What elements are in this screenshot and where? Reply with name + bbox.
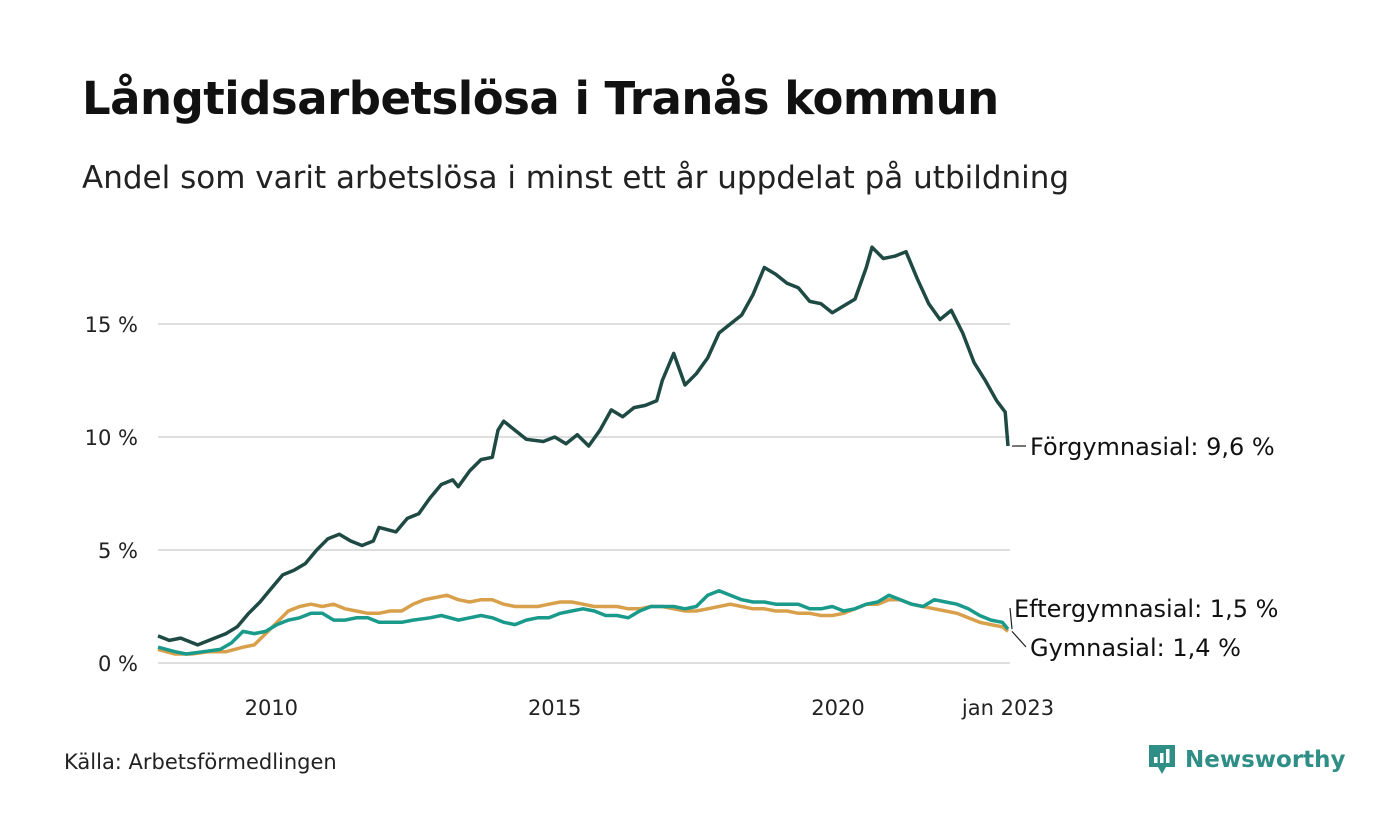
y-tick-label: 10 % (85, 426, 138, 450)
y-axis-ticks: 0 % 5 % 10 % 15 % (85, 313, 138, 676)
x-tick-label: jan 2023 (961, 696, 1054, 720)
series-line-förgymnasial (157, 245, 1010, 647)
series-end-labels: Förgymnasial: 9,6 % Eftergymnasial: 1,5 %… (1009, 433, 1278, 662)
chart-title: Långtidsarbetslösa i Tranås kommun (82, 72, 999, 125)
x-tick-label: 2010 (245, 696, 298, 720)
leader-line (1009, 607, 1013, 630)
x-tick-label: 2015 (528, 696, 581, 720)
x-axis-ticks: 2010 2015 2020 jan 2023 (245, 696, 1054, 720)
series-line-gymnasial (157, 593, 1010, 656)
x-tick-label: 2020 (811, 696, 864, 720)
series-line-eftergymnasial (157, 588, 1010, 656)
y-tick-label: 5 % (98, 539, 138, 563)
brand-name: Newsworthy (1185, 747, 1346, 773)
end-label-eftergymnasial: Eftergymnasial: 1,5 % (1014, 595, 1278, 623)
leader-line (1011, 630, 1027, 648)
chart-subtitle: Andel som varit arbetslösa i minst ett å… (82, 160, 1070, 196)
end-label-gymnasial: Gymnasial: 1,4 % (1030, 634, 1241, 662)
newsworthy-logo: Newsworthy (1147, 743, 1346, 777)
end-label-förgymnasial: Förgymnasial: 9,6 % (1030, 433, 1275, 461)
y-tick-label: 0 % (98, 652, 138, 676)
y-tick-label: 15 % (85, 313, 138, 337)
gridlines (158, 323, 1010, 664)
bar-chart-flag-icon (1149, 745, 1175, 774)
series-lines (157, 245, 1010, 656)
source-note: Källa: Arbetsförmedlingen (64, 750, 337, 774)
